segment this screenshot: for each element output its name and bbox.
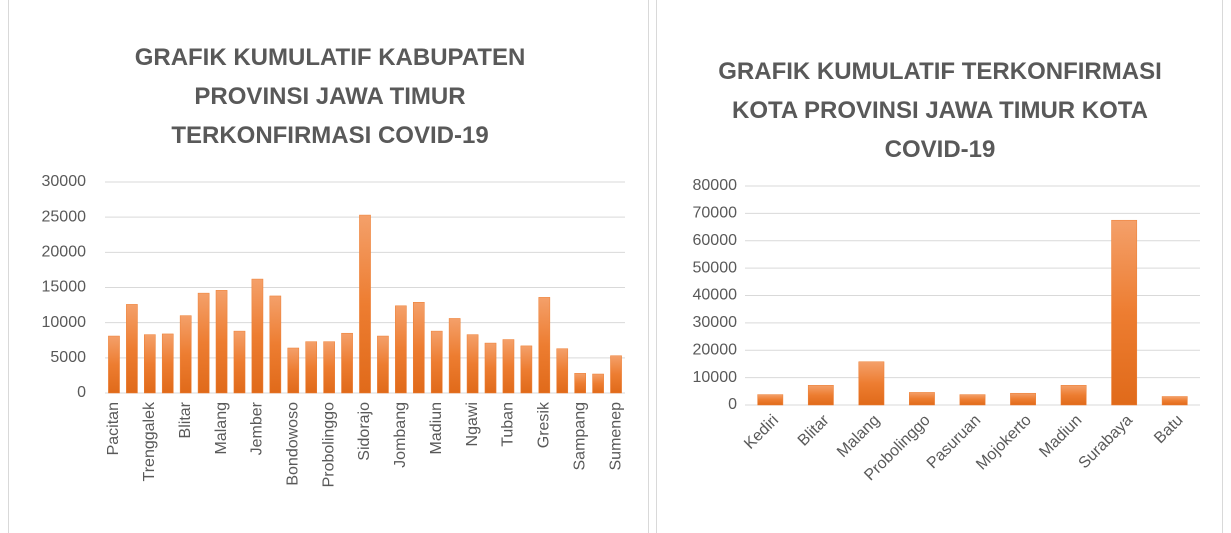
bar [412,302,425,394]
bar [287,347,300,394]
bar [574,373,586,394]
x-tick-label: Sidorajo [356,402,373,461]
bar [1010,392,1036,406]
bar [538,297,551,394]
bar [377,335,389,394]
bar [233,330,246,394]
bar [466,334,479,394]
bar [144,334,156,394]
bar [1060,385,1087,406]
bar [757,394,784,406]
x-tick-label: Tuban [500,402,517,447]
y-tick-label: 25000 [42,208,87,225]
y-tick-label: 80000 [693,177,738,194]
x-tick-label: Mojokerto [973,412,1035,474]
y-tick-label: 70000 [693,205,738,222]
x-tick-label: Sampang [571,402,588,471]
bar [395,305,407,394]
bar [610,355,622,394]
bar [592,373,604,394]
bar [502,339,515,394]
y-tick-label: 20000 [42,244,87,261]
y-tick-label: 30000 [693,314,738,331]
x-tick-label: Blitar [795,411,833,449]
x-tick-label: Pacitan [105,402,122,455]
bar [108,335,120,394]
bar [520,345,533,394]
y-tick-label: 40000 [693,287,738,304]
x-tick-label: Gresik [536,401,553,448]
bar [484,342,497,394]
bar [269,295,282,394]
bar [1161,396,1188,406]
bar [959,394,986,406]
x-tick-label: Blitar [177,401,194,438]
chart-frame [8,0,649,533]
y-tick-label: 10000 [42,314,87,331]
bar [251,278,264,394]
y-tick-label: 20000 [693,341,738,358]
y-tick-label: 30000 [42,173,87,190]
x-tick-label: Madiun [1036,412,1085,461]
y-tick-label: 10000 [693,369,738,386]
y-tick-label: 0 [77,384,86,401]
y-tick-label: 5000 [50,349,86,366]
x-tick-label: Ngawi [464,402,481,446]
y-tick-label: 50000 [693,259,738,276]
bar [197,292,210,394]
x-tick-label: Surabaya [1076,412,1137,473]
bar [305,341,318,394]
bar [341,332,353,394]
x-tick-label: Jember [249,401,266,455]
x-tick-label: Kediri [741,412,782,453]
chart-title: GRAFIK KUMULATIF KABUPATEN PROVINSI JAWA… [134,44,526,149]
y-tick-label: 15000 [42,279,87,296]
x-tick-label: Sumenep [607,402,624,471]
bar [1111,219,1138,406]
bar [448,318,461,394]
y-tick-label: 0 [728,396,737,413]
x-tick-label: Trenggalek [141,401,158,481]
bar [556,348,569,394]
bar [179,315,192,394]
x-tick-label: Malang [213,402,230,454]
x-tick-label: Malang [834,412,883,461]
bar [323,341,335,394]
bar [161,333,174,394]
x-tick-label: Batu [1151,412,1186,447]
chart-frame [656,0,1223,533]
x-tick-label: Bondowoso [284,402,301,486]
bar [126,304,138,394]
x-tick-label: Probolinggo [320,402,337,488]
chart-title: GRAFIK KUMULATIF TERKONFIRMASI KOTA PROV… [718,58,1162,163]
bar [359,214,371,394]
bar [909,392,935,406]
bar [807,385,834,406]
y-tick-label: 60000 [693,232,738,249]
bar [430,330,443,394]
x-tick-label: Madiun [428,402,445,454]
bar [215,290,228,394]
bar [858,361,885,406]
x-tick-label: Jombang [392,402,409,468]
